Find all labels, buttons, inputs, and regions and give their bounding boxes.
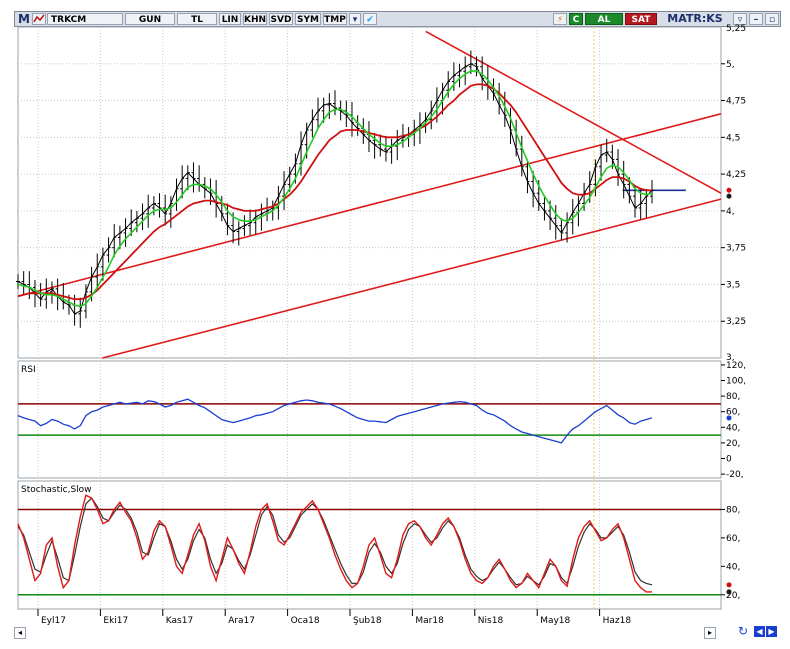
x-tick-label: Eyl17 — [41, 616, 66, 626]
restore-icon[interactable]: ▫ — [765, 13, 779, 25]
y-tick-label: 60, — [726, 534, 740, 544]
x-tick-label: Kas17 — [166, 616, 193, 626]
x-tick-label: Mar18 — [415, 616, 444, 626]
currency-button[interactable]: TL — [177, 13, 217, 25]
trendline — [102, 198, 722, 359]
svd-button[interactable]: SVD — [269, 13, 293, 25]
data-series — [16, 50, 654, 593]
last-value-markers — [726, 187, 732, 595]
trendlines — [17, 30, 722, 359]
price-panel — [17, 26, 722, 359]
linear-scale-button[interactable]: LIN — [219, 13, 241, 25]
y-tick-label: -20, — [726, 470, 744, 480]
ma-slow-line — [17, 83, 652, 301]
sell-button[interactable]: SAT — [625, 13, 657, 25]
ma-fast-line — [17, 70, 653, 308]
sym-button[interactable]: SYM — [295, 13, 321, 25]
y-tick-label: 40, — [726, 562, 740, 572]
stoch-k-line — [17, 494, 652, 593]
stoch-label: Stochastic,Slow — [21, 485, 92, 495]
y-tick-label: 80, — [726, 392, 740, 402]
y-tick-label: 60, — [726, 408, 740, 418]
refresh-icon[interactable]: ↻ — [738, 624, 749, 638]
scroll-right-icon[interactable]: ▸ — [704, 627, 716, 639]
y-tick-label: 4, — [726, 207, 735, 217]
x-tick-label: May18 — [540, 616, 570, 626]
trendline — [425, 30, 722, 194]
y-tick-label: 3,25 — [726, 317, 746, 327]
chevron-down-icon[interactable]: ▾ — [349, 13, 361, 25]
y-tick-label: 3,75 — [726, 244, 746, 254]
tmp-button[interactable]: TMP — [323, 13, 347, 25]
y-tick-label: 40, — [726, 423, 740, 433]
price-close-line — [17, 63, 653, 315]
khn-button[interactable]: KHN — [243, 13, 267, 25]
price-last-marker — [726, 187, 732, 193]
symbol-field[interactable]: TRKCM — [47, 13, 123, 25]
price-last-marker — [726, 193, 732, 199]
x-tick-label: Oca18 — [291, 616, 320, 626]
y-tick-label: 3,5 — [726, 280, 740, 290]
x-tick-label: Haz18 — [603, 616, 632, 626]
stoch-last-marker — [726, 582, 732, 588]
twitter-icon[interactable]: ✔ — [363, 13, 377, 25]
rsi-line — [17, 398, 653, 444]
x-axis-labels: Eyl17 Eki17 Kas17 Ara17 Oca18 Şub18 Mar18 Nis18… — [37, 609, 632, 626]
y-tick-label: 4,75 — [726, 97, 746, 107]
scroll-left-icon[interactable]: ◂ — [14, 627, 26, 639]
stoch-last-marker — [726, 589, 732, 595]
lightning-icon[interactable]: ⚡ — [553, 13, 567, 25]
app-logo: M — [18, 12, 30, 26]
y-tick-label: 5, — [726, 60, 735, 70]
rsi-panel — [17, 360, 722, 479]
y-tick-label: 20, — [726, 439, 740, 449]
y-tick-label-top: 5,25 — [726, 24, 746, 34]
y-axis-labels: 5, 4,75 4,5 4,25 4, 3,75 3,5 3,25 5,25 3,120, 100,… — [721, 24, 746, 601]
y-tick-label: 80, — [726, 505, 740, 515]
prev-icon[interactable]: ◀ — [754, 626, 765, 637]
y-tick-label-bottom: 3, — [726, 353, 735, 363]
y-tick-label: 120, — [726, 361, 746, 371]
indicator-levels — [18, 403, 721, 596]
x-tick-label: Ara17 — [228, 616, 255, 626]
brand-logo: MATR:KS — [667, 12, 723, 25]
chart-type-icon[interactable] — [32, 13, 46, 25]
buy-button[interactable]: AL — [585, 13, 623, 25]
rsi-last-marker — [726, 415, 732, 421]
c-button[interactable]: C — [569, 13, 583, 25]
y-tick-label: 4,25 — [726, 170, 746, 180]
x-tick-label: Eki17 — [103, 616, 128, 626]
y-tick-label: 0 — [726, 455, 732, 465]
rsi-label: RSI — [21, 365, 36, 375]
menu-icon[interactable]: ▿ — [733, 13, 747, 25]
grid-lines — [18, 27, 721, 609]
period-button[interactable]: GUN — [125, 13, 175, 25]
minimize-icon[interactable]: – — [749, 13, 763, 25]
toolbar: M TRKCM GUN TL LIN KHN SVD SYM TMP ▾ ✔ ⚡… — [14, 11, 781, 27]
y-tick-label: 4,5 — [726, 133, 740, 143]
x-tick-label: Şub18 — [353, 616, 382, 626]
next-icon[interactable]: ▶ — [766, 626, 777, 637]
y-tick-label: 100, — [726, 377, 746, 387]
trendline — [17, 113, 722, 297]
y-tick-label: 20, — [726, 591, 740, 601]
bottom-bar: ◂ ▸ ↻ ◀ ▶ — [14, 623, 781, 639]
x-tick-label: Nis18 — [478, 616, 504, 626]
